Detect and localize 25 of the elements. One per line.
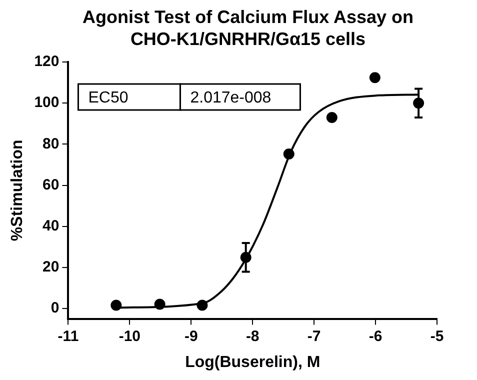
y-tick-label: 100 [34, 94, 60, 112]
point [369, 72, 380, 84]
y-tick-label: 40 [42, 217, 60, 234]
y-tick-label: 20 [42, 258, 60, 276]
annotation: EC50 [88, 89, 128, 106]
x-tick-label: -10 [118, 328, 141, 345]
point [283, 148, 294, 160]
x-tick-label: -8 [246, 328, 260, 345]
x-tick-label: -5 [430, 328, 444, 345]
point [110, 300, 122, 311]
chart-title: Agonist Test of Calcium Flux Assay on CHO-K1/GNRHR/Gα15 cells [81, 6, 415, 50]
x-tick-label: -9 [184, 328, 198, 345]
point [154, 298, 166, 310]
x-axis-title: Log(Buserelin), M [185, 354, 320, 371]
y-axis-title: %Stimulation [9, 140, 26, 242]
x-tick-label: -11 [58, 328, 79, 345]
point [196, 300, 208, 311]
y-tick-label: 80 [42, 135, 60, 152]
y-tick-label: 120 [34, 53, 60, 70]
y-tick-label: 0 [50, 300, 60, 317]
y-tick-label: 60 [42, 176, 60, 194]
x-tick-label: -7 [307, 328, 321, 345]
point [326, 112, 338, 123]
x-tick-label: -6 [368, 328, 382, 345]
annotation: 2.017e-008 [190, 89, 272, 106]
